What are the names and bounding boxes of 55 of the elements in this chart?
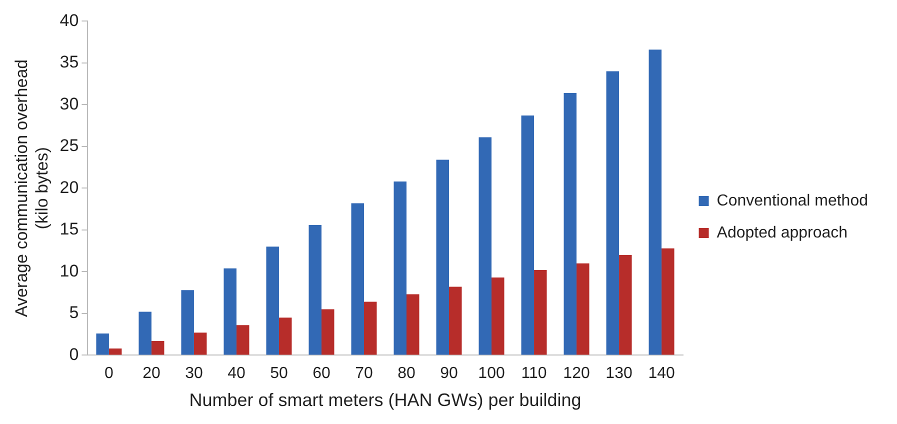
bar (108, 348, 122, 355)
y-tick-label: 10 (60, 261, 79, 280)
bar (351, 203, 364, 355)
x-tick-label: 110 (521, 365, 547, 382)
bar (308, 224, 322, 355)
x-tick-label: 60 (312, 365, 330, 382)
y-tick-label: 35 (60, 52, 79, 72)
bar (364, 302, 377, 355)
bar (619, 255, 632, 355)
y-axis-title: Average communication overhead (kilo bytes) (12, 59, 52, 318)
y-tick-label: 15 (60, 220, 79, 239)
x-tick-label: 0 (104, 365, 114, 382)
bar (266, 246, 279, 355)
bar (564, 93, 577, 355)
bar (194, 332, 207, 355)
bar (436, 160, 450, 355)
bar (321, 309, 334, 355)
y-tick-label: 30 (60, 94, 79, 114)
x-tick-label: 20 (142, 365, 160, 382)
x-tick-label: 90 (440, 365, 458, 382)
y-tick-label: 0 (69, 344, 79, 364)
y-tick-label: 25 (60, 136, 79, 156)
bar (449, 286, 462, 355)
bar (394, 182, 406, 355)
bar (478, 137, 492, 355)
bar (96, 333, 109, 355)
x-tick-label: 80 (398, 365, 416, 382)
bar (662, 248, 674, 355)
y-tick-label: 20 (60, 178, 79, 197)
x-tick-label: 100 (478, 365, 505, 382)
x-tick-label: 120 (563, 365, 590, 382)
bar (236, 325, 250, 355)
x-tick-label: 130 (606, 365, 632, 382)
bar (224, 268, 236, 355)
x-tick-label: 70 (355, 365, 373, 382)
bar (406, 294, 420, 355)
x-tick-label: 30 (185, 365, 203, 382)
legend-label: Adopted approach (716, 224, 848, 242)
bar (151, 341, 164, 355)
x-axis-title: Number of smart meters (HAN GWs) per building (189, 390, 582, 410)
bar (521, 116, 534, 355)
bar (576, 263, 590, 355)
bar (181, 290, 194, 355)
bar (138, 312, 152, 355)
bar (606, 71, 620, 355)
y-tick-label: 5 (69, 303, 79, 322)
bar (492, 278, 504, 355)
x-tick-label: 140 (648, 365, 675, 382)
legend-label: Conventional method (716, 192, 868, 210)
bar (648, 50, 662, 355)
bar (278, 318, 292, 355)
y-tick-label: 40 (60, 10, 79, 30)
x-tick-label: 40 (228, 365, 246, 382)
bar (534, 270, 547, 355)
x-tick-label: 50 (270, 365, 288, 382)
